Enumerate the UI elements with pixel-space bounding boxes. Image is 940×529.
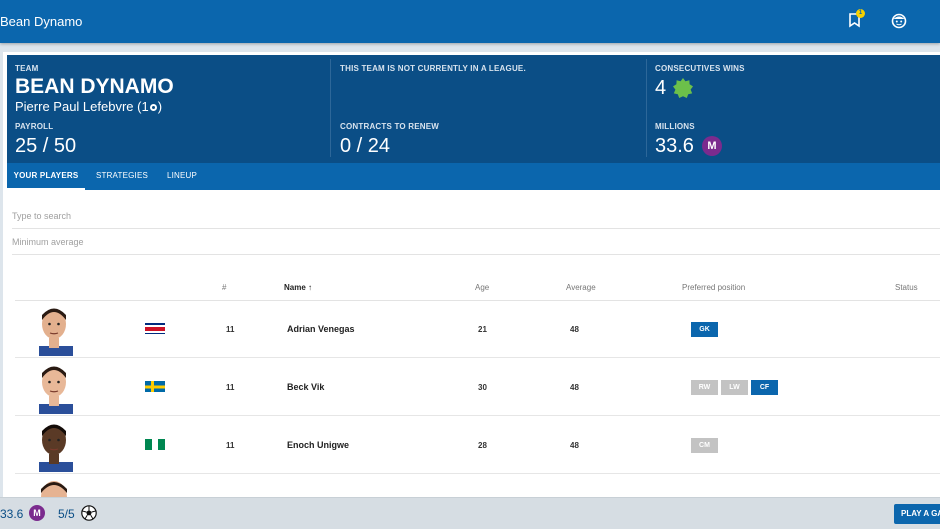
contracts-label: CONTRACTS TO RENEW [340, 122, 440, 131]
millions-row: 33.6 M [655, 135, 722, 157]
col-number[interactable]: # [222, 283, 227, 292]
bottom-bar: 33.6 M 5/5 PLAY A GA [0, 497, 940, 529]
sweden-flag-icon [145, 380, 165, 392]
team-card: TEAM BEAN DYNAMO Pierre Paul Lefebvre (1… [3, 52, 940, 502]
games-remaining: 5/5 [58, 507, 75, 521]
position-badge: CM [691, 438, 718, 453]
notification-bell-icon[interactable]: 1 [847, 9, 865, 30]
team-header: TEAM BEAN DYNAMO Pierre Paul Lefebvre (1… [7, 55, 940, 163]
divider [330, 59, 331, 157]
nigeria-flag-icon [145, 438, 165, 450]
app-bar: Bean Dynamo 1 [0, 0, 940, 43]
table-row-partial[interactable] [15, 475, 940, 502]
minimum-average-input[interactable] [12, 230, 940, 254]
coin-icon [149, 104, 157, 112]
table-row[interactable]: 11 Adrian Venegas 21 48 GK [15, 300, 940, 358]
col-name-label: Name [284, 283, 306, 292]
player-average: 48 [570, 441, 579, 450]
table-row[interactable]: 11 Enoch Unigwe 28 48 CM [15, 416, 940, 474]
app-title: Bean Dynamo [0, 14, 83, 29]
costa-rica-flag-icon [145, 322, 165, 334]
player-age: 30 [478, 383, 487, 392]
millions-info: MILLIONS 33.6 M [655, 122, 722, 157]
table-row[interactable]: 11 Beck Vik 30 48 RW LW CF [15, 358, 940, 416]
position-badge: CF [751, 380, 778, 395]
payroll-label: PAYROLL [15, 122, 54, 131]
position-badge: GK [691, 322, 718, 337]
play-a-game-button[interactable]: PLAY A GA [894, 504, 940, 524]
soccer-ball-icon [81, 505, 97, 521]
search-input[interactable] [12, 204, 940, 228]
player-avatar [41, 481, 67, 502]
search-field [12, 204, 940, 229]
contracts-info: CONTRACTS TO RENEW 0 / 24 [340, 122, 439, 157]
tab-bar: YOUR PLAYERS STRATEGIES LINEUP [7, 163, 940, 190]
col-name[interactable]: Name ↑ [284, 283, 312, 292]
owner-suffix: ) [157, 99, 163, 114]
millions-m-icon: M [701, 136, 722, 156]
wins-value: 4 [655, 77, 667, 99]
player-average: 48 [570, 325, 579, 334]
player-avatar [39, 366, 73, 414]
position-badge: RW [691, 380, 718, 395]
divider [646, 59, 647, 157]
player-avatar [39, 424, 73, 472]
millions-value: 33.6 [655, 135, 694, 157]
player-name[interactable]: Enoch Unigwe [287, 440, 350, 450]
col-preferred-position[interactable]: Preferred position [682, 283, 746, 292]
sort-ascending-icon: ↑ [308, 283, 313, 292]
notification-count-badge: 1 [856, 9, 865, 18]
player-avatar [39, 308, 73, 356]
league-info: THIS TEAM IS NOT CURRENTLY IN A LEAGUE. [340, 64, 526, 73]
wins-row: 4 [655, 77, 745, 99]
wins-label: CONSECUTIVES WINS [655, 64, 745, 73]
tab-strategies[interactable]: STRATEGIES [95, 171, 149, 180]
player-name[interactable]: Beck Vik [287, 382, 325, 392]
col-status[interactable]: Status [895, 283, 918, 292]
col-age[interactable]: Age [475, 283, 490, 292]
team-info: TEAM BEAN DYNAMO Pierre Paul Lefebvre (1… [15, 64, 174, 114]
payroll-value: 25 / 50 [15, 135, 77, 157]
bottom-m-icon: M [29, 505, 45, 521]
player-average: 48 [570, 383, 579, 392]
tab-your-players[interactable]: YOUR PLAYERS [7, 163, 85, 190]
players-table-header: # Name ↑ Age Average Preferred position … [15, 275, 940, 301]
owner-line: Pierre Paul Lefebvre (1) [15, 99, 174, 114]
player-name[interactable]: Adrian Venegas [287, 324, 355, 334]
col-average[interactable]: Average [566, 283, 596, 292]
player-number: 11 [226, 383, 235, 392]
team-name: BEAN DYNAMO [15, 75, 174, 98]
wins-seal-icon [673, 78, 694, 98]
player-number: 11 [226, 325, 235, 334]
player-number: 11 [226, 441, 235, 450]
league-status-label: THIS TEAM IS NOT CURRENTLY IN A LEAGUE. [340, 64, 526, 73]
player-age: 28 [478, 441, 487, 450]
bottom-millions-value: 33.6 [0, 507, 24, 521]
team-label: TEAM [15, 64, 39, 73]
millions-label: MILLIONS [655, 122, 695, 131]
wins-info: CONSECUTIVES WINS 4 [655, 64, 745, 99]
profile-face-icon[interactable] [891, 13, 907, 29]
position-badge: LW [721, 380, 748, 395]
tab-lineup[interactable]: LINEUP [166, 171, 198, 180]
contracts-value: 0 / 24 [340, 135, 391, 157]
payroll-info: PAYROLL 25 / 50 [15, 122, 76, 157]
player-age: 21 [478, 325, 487, 334]
owner-name: Pierre Paul Lefebvre (1 [15, 99, 149, 114]
minimum-average-field [12, 230, 940, 255]
